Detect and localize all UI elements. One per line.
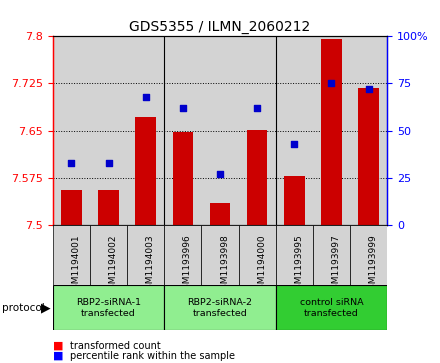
Text: GSM1193997: GSM1193997 — [331, 234, 341, 295]
Bar — [276, 285, 387, 330]
Bar — [359, 88, 379, 225]
Text: RBP2-siRNA-2
transfected: RBP2-siRNA-2 transfected — [187, 298, 253, 318]
Bar — [90, 225, 127, 285]
Bar — [53, 285, 164, 330]
Text: control siRNA
transfected: control siRNA transfected — [300, 298, 363, 318]
Bar — [247, 130, 268, 225]
Bar — [276, 225, 313, 285]
Text: GDS5355 / ILMN_2060212: GDS5355 / ILMN_2060212 — [129, 20, 311, 34]
Bar — [164, 285, 276, 330]
Point — [291, 141, 298, 147]
Text: GSM1194000: GSM1194000 — [257, 234, 266, 295]
Text: GSM1194002: GSM1194002 — [109, 234, 117, 294]
Text: ■: ■ — [53, 351, 67, 361]
Text: GSM1194003: GSM1194003 — [146, 234, 155, 295]
Bar — [98, 191, 119, 225]
Bar — [321, 40, 342, 225]
Bar — [284, 176, 304, 225]
Bar — [210, 203, 230, 225]
Point — [328, 81, 335, 86]
Point — [68, 160, 75, 166]
Bar — [350, 225, 387, 285]
Bar — [313, 225, 350, 285]
Bar — [164, 225, 202, 285]
Bar — [61, 191, 81, 225]
Bar — [136, 117, 156, 225]
Bar — [127, 225, 164, 285]
Text: ▶: ▶ — [41, 301, 51, 314]
Text: transformed count: transformed count — [70, 340, 161, 351]
Text: RBP2-siRNA-1
transfected: RBP2-siRNA-1 transfected — [76, 298, 141, 318]
Text: ■: ■ — [53, 340, 67, 351]
Point — [365, 86, 372, 92]
Point — [105, 160, 112, 166]
Bar — [172, 132, 193, 225]
Point — [253, 105, 260, 111]
Text: protocol: protocol — [2, 303, 45, 313]
Point — [216, 171, 224, 177]
Bar — [238, 225, 276, 285]
Bar — [202, 225, 238, 285]
Text: GSM1193995: GSM1193995 — [294, 234, 303, 295]
Text: GSM1193996: GSM1193996 — [183, 234, 192, 295]
Bar — [53, 225, 90, 285]
Text: percentile rank within the sample: percentile rank within the sample — [70, 351, 235, 361]
Point — [142, 94, 149, 99]
Text: GSM1193999: GSM1193999 — [369, 234, 378, 295]
Point — [180, 105, 187, 111]
Text: GSM1193998: GSM1193998 — [220, 234, 229, 295]
Text: GSM1194001: GSM1194001 — [71, 234, 81, 295]
